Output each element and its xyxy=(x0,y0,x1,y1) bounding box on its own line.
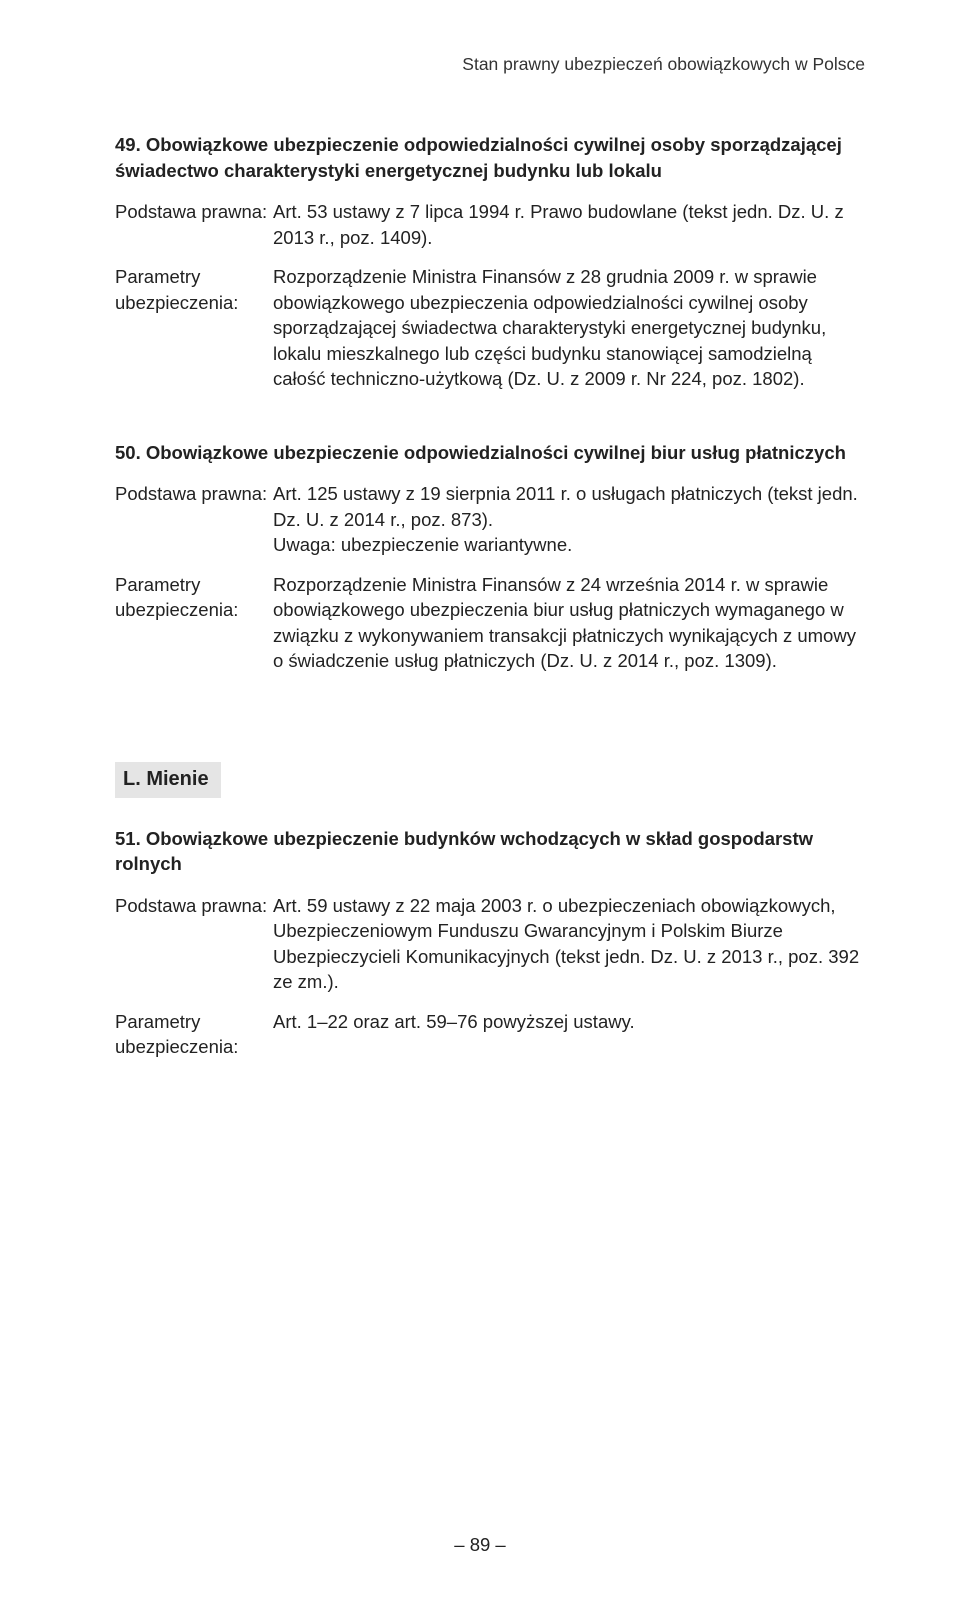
section-50-title: 50. Obowiązkowe ubezpieczenie odpowiedzi… xyxy=(115,440,865,466)
section-51-title: 51. Obowiązkowe ubezpieczenie budynków w… xyxy=(115,826,865,877)
parametry-label: Parametry ubezpieczenia: xyxy=(115,1009,273,1060)
page-number: – 89 – xyxy=(0,1532,960,1558)
podstawa-value: Art. 53 ustawy z 7 lipca 1994 r. Prawo b… xyxy=(273,199,865,250)
podstawa-label: Podstawa prawna: xyxy=(115,199,273,250)
running-head: Stan prawny ubezpieczeń obowiązkowych w … xyxy=(115,52,865,76)
section-51-podstawa: Podstawa prawna: Art. 59 ustawy z 22 maj… xyxy=(115,893,865,995)
parametry-value: Art. 1–22 oraz art. 59–76 powyższej usta… xyxy=(273,1009,865,1060)
section-50: 50. Obowiązkowe ubezpieczenie odpowiedzi… xyxy=(115,440,865,674)
section-49-podstawa: Podstawa prawna: Art. 53 ustawy z 7 lipc… xyxy=(115,199,865,250)
podstawa-value-line1: Art. 125 ustawy z 19 sierpnia 2011 r. o … xyxy=(273,483,858,530)
parametry-label: Parametry ubezpieczenia: xyxy=(115,264,273,392)
podstawa-label: Podstawa prawna: xyxy=(115,481,273,558)
parametry-value: Rozporządzenie Ministra Finansów z 24 wr… xyxy=(273,572,865,674)
section-49-parametry: Parametry ubezpieczenia: Rozporządzenie … xyxy=(115,264,865,392)
podstawa-label: Podstawa prawna: xyxy=(115,893,273,995)
subsection-mienie: L. Mienie xyxy=(115,762,221,798)
podstawa-value: Art. 125 ustawy z 19 sierpnia 2011 r. o … xyxy=(273,481,865,558)
section-51: 51. Obowiązkowe ubezpieczenie budynków w… xyxy=(115,826,865,1060)
section-51-parametry: Parametry ubezpieczenia: Art. 1–22 oraz … xyxy=(115,1009,865,1060)
parametry-value: Rozporządzenie Ministra Finansów z 28 gr… xyxy=(273,264,865,392)
podstawa-value-line2: Uwaga: ubezpieczenie wariantywne. xyxy=(273,534,572,555)
parametry-label: Parametry ubezpieczenia: xyxy=(115,572,273,674)
podstawa-value: Art. 59 ustawy z 22 maja 2003 r. o ubezp… xyxy=(273,893,865,995)
section-50-podstawa: Podstawa prawna: Art. 125 ustawy z 19 si… xyxy=(115,481,865,558)
section-49: 49. Obowiązkowe ubezpieczenie odpowiedzi… xyxy=(115,132,865,392)
section-50-parametry: Parametry ubezpieczenia: Rozporządzenie … xyxy=(115,572,865,674)
section-49-title: 49. Obowiązkowe ubezpieczenie odpowiedzi… xyxy=(115,132,865,183)
